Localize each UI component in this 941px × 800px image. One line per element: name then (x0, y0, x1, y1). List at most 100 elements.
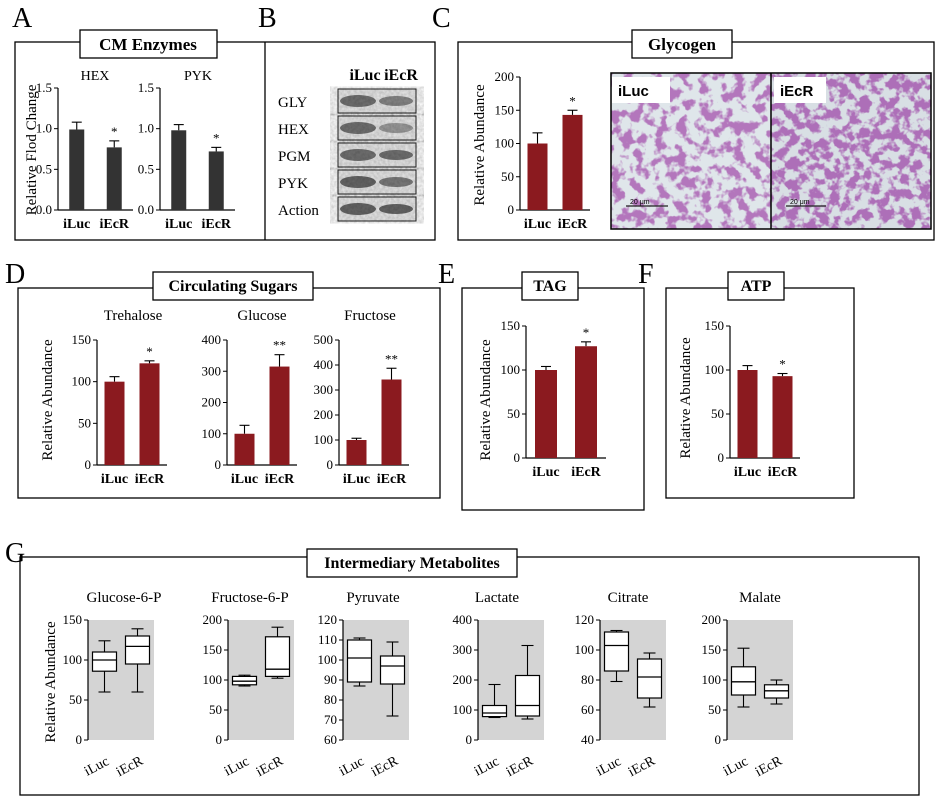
chart-title: Glucose (237, 308, 286, 324)
title-box-c: Glycogen (631, 29, 733, 59)
box-iqr (346, 639, 373, 683)
y-tick-label: 100 (202, 426, 222, 441)
title-box-g: Intermediary Metabolites (306, 548, 518, 578)
x-tick-label: iLuc (82, 754, 112, 779)
chart-title: Fructose (344, 308, 396, 324)
y-tick-label: 100 (63, 652, 83, 667)
micrograph-label-iecr: iEcR (780, 83, 814, 100)
significance-marker: ** (385, 351, 398, 366)
bar (772, 376, 793, 458)
scale-bar-label-iluc: 20 μm (630, 199, 650, 206)
chart-d-trehalose: 0 50 100 150 Trehalose Relative Abundance iLuc… (40, 308, 167, 487)
chart-title: Pyruvate (346, 590, 400, 606)
y-tick-label: 120 (318, 612, 338, 627)
x-tick-label: iLuc (472, 754, 502, 779)
y-axis-label: Relative Abundance (478, 339, 494, 461)
blot-texture (338, 143, 416, 167)
y-tick-label: 0 (466, 732, 473, 747)
x-tick-label: iLuc (231, 472, 258, 487)
title-d: Circulating Sugars (168, 278, 297, 295)
micrograph-iecr: iEcR 20 μm (771, 73, 931, 229)
title-box-e: TAG (521, 271, 579, 301)
x-tick-label: iLuc (337, 754, 367, 779)
bar (171, 130, 187, 210)
panel-letter-d: D (5, 259, 25, 290)
y-tick-label: 100 (495, 136, 515, 151)
significance-marker: * (111, 124, 118, 139)
chart-g-malate: 0 50 100 150 200 Malate iLuc iEcR (702, 590, 793, 780)
significance-marker: * (779, 357, 786, 372)
y-tick-label: 200 (702, 612, 722, 627)
chart-d-fructose: 0 100 200 300 400 500 Fructose iLuc ** iEcR (314, 308, 409, 487)
y-tick-label: 150 (72, 332, 92, 347)
significance-marker: * (213, 130, 220, 145)
blot-row-label: HEX (278, 122, 309, 138)
blot-header-iluc: iLuc (349, 67, 380, 84)
x-tick-label: iEcR (265, 472, 295, 487)
box-iqr (91, 651, 118, 672)
significance-marker: * (569, 93, 576, 108)
x-tick-label: iEcR (504, 753, 536, 780)
y-tick-label: 50 (711, 406, 724, 421)
y-tick-label: 0 (85, 457, 92, 472)
significance-marker: * (583, 325, 590, 340)
blot-row-label: GLY (278, 95, 307, 111)
x-tick-label: iEcR (369, 753, 401, 780)
panel-letter-f: F (638, 259, 654, 290)
x-tick-label: iEcR (201, 217, 231, 232)
y-tick-label: 500 (314, 332, 334, 347)
x-tick-label: iLuc (343, 472, 370, 487)
y-tick-label: 40 (581, 732, 594, 747)
y-tick-label: 150 (702, 642, 722, 657)
x-tick-label: iLuc (63, 217, 90, 232)
y-tick-label: 0.0 (138, 202, 154, 217)
chart-title: Trehalose (104, 308, 163, 324)
significance-marker: * (146, 344, 153, 359)
blot-texture (338, 197, 416, 221)
y-tick-label: 200 (203, 612, 223, 627)
y-tick-label: 0 (508, 202, 515, 217)
bar (575, 346, 597, 458)
y-tick-label: 100 (453, 702, 473, 717)
x-tick-label: iLuc (101, 472, 128, 487)
y-tick-label: 50 (209, 702, 222, 717)
bar (269, 366, 290, 465)
y-tick-label: 60 (581, 702, 594, 717)
chart-g-citrate: 40 60 80 100 120 Citrate iLuc iEcR (575, 590, 666, 780)
x-tick-label: iEcR (768, 465, 798, 480)
chart-g-pyruvate: 60 70 80 90 100 110 120 Pyruvate iLuc iEcR (318, 590, 409, 780)
x-tick-label: iEcR (99, 217, 129, 232)
x-tick-label: iLuc (524, 217, 551, 232)
y-tick-label: 200 (495, 69, 515, 84)
x-tick-label: iEcR (626, 753, 658, 780)
chart-title: Glucose-6-P (87, 590, 162, 606)
y-tick-label: 150 (63, 612, 83, 627)
y-tick-label: 200 (453, 672, 473, 687)
bar (104, 381, 125, 465)
y-tick-label: 50 (507, 406, 520, 421)
chart-d-glucose: 0 100 200 300 400 Glucose iLuc ** iEcR (202, 308, 297, 487)
y-axis-label: Relative Flod Change (24, 84, 40, 215)
chart-title: Fructose-6-P (211, 590, 289, 606)
title-e: TAG (533, 278, 567, 295)
y-tick-label: 100 (702, 672, 722, 687)
y-tick-label: 70 (324, 712, 337, 727)
chart-g-f6p: 0 50 100 150 200 Fructose-6-P iLuc iEcR (203, 590, 294, 780)
bar (208, 151, 224, 210)
blot-panel: iLuc iEcR GLY HEX PGM PYK Action (278, 67, 418, 222)
panel-letter-c: C (432, 3, 451, 34)
bar (139, 363, 160, 465)
blot-row-label: PGM (278, 149, 311, 165)
micrograph-iluc: iLuc 20 μm (611, 73, 771, 229)
bar (562, 114, 583, 210)
blot-texture (338, 170, 416, 194)
x-tick-label: iLuc (222, 754, 252, 779)
x-tick-label: iEcR (135, 472, 165, 487)
chart-title: Citrate (608, 590, 649, 606)
title-f: ATP (741, 278, 772, 295)
y-tick-label: 1.5 (36, 80, 52, 95)
y-tick-label: 1.5 (138, 80, 154, 95)
x-tick-label: iEcR (254, 753, 286, 780)
y-tick-label: 0 (216, 732, 223, 747)
